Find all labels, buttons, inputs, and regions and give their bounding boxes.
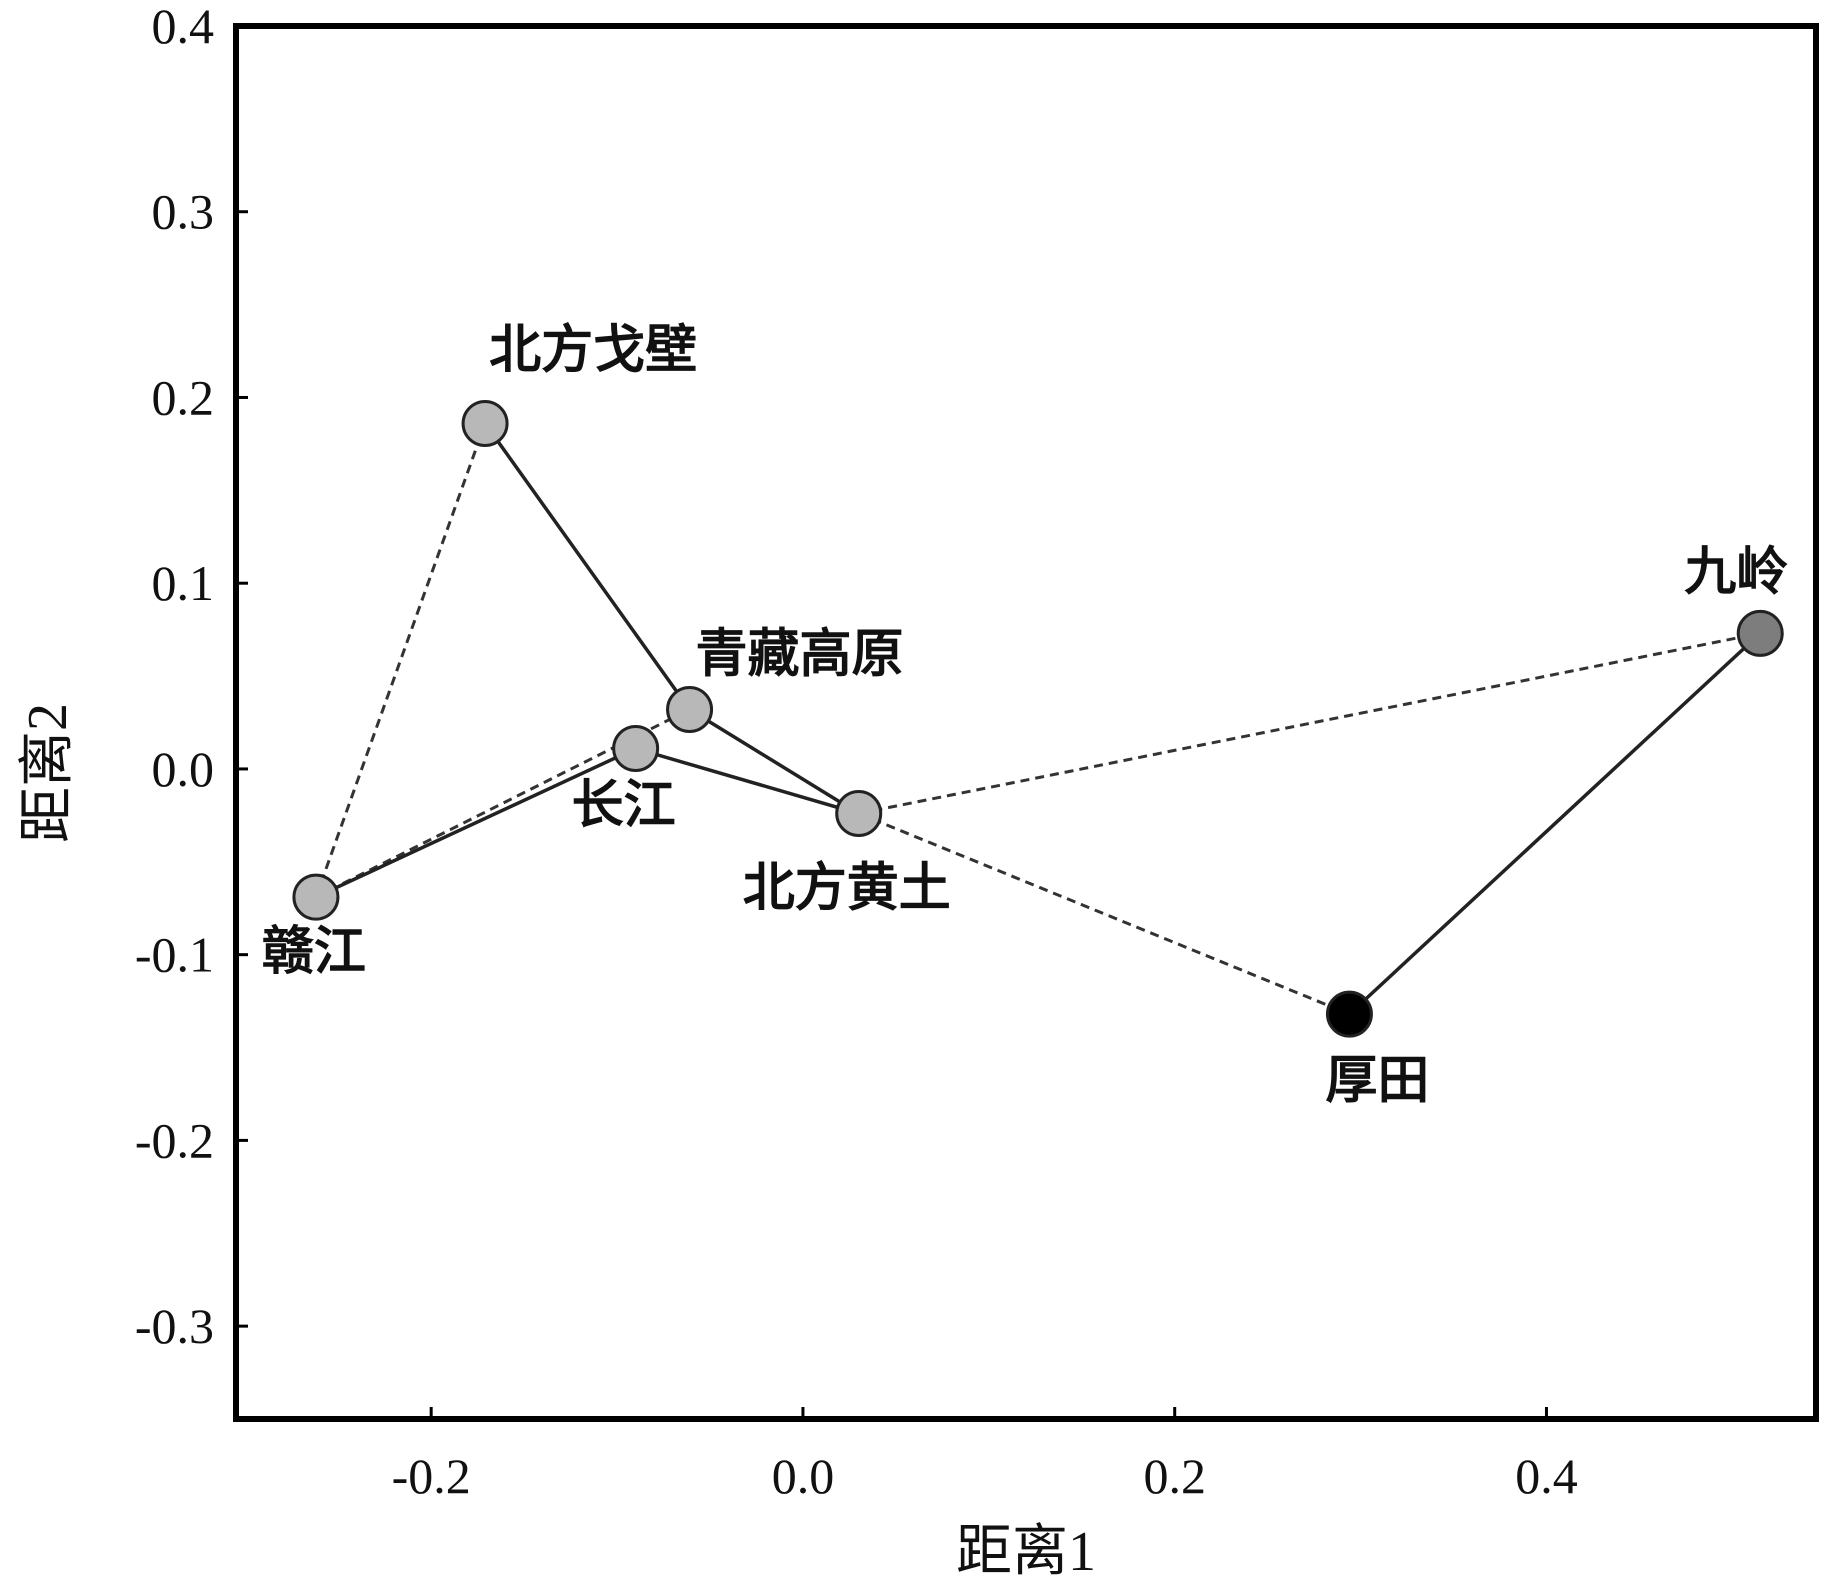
- x-tick-label-0: -0.2: [392, 1448, 471, 1504]
- data-points: [292, 399, 1784, 1038]
- solid-connection-changjiang-huangtu: [635, 746, 860, 816]
- solid-connection-ganjiang-changjiang: [315, 746, 637, 899]
- label-houtian: 厚田: [1325, 1051, 1429, 1111]
- point-houtian: [1325, 990, 1373, 1038]
- solid-connection-gobi-qingzang: [483, 422, 691, 711]
- dashed-connection-huangtu-jiuling: [858, 631, 1761, 815]
- solid-connection-houtian-jiuling: [1348, 632, 1762, 1016]
- y-tick-label-0: 0.4: [152, 0, 215, 54]
- x-tick-label-2: 0.2: [1143, 1448, 1206, 1504]
- label-huangtu: 北方黄土: [743, 859, 951, 919]
- dashed-connection-ganjiang-gobi: [314, 422, 487, 898]
- y-tick-label-5: -0.1: [135, 927, 214, 983]
- x-axis-ticks: -0.2 0.0 0.2 0.4: [392, 1407, 1578, 1504]
- label-jiuling: 九岭: [1684, 542, 1788, 602]
- y-axis-ticks: 0.4 0.3 0.2 0.1 0.0 -0.1 -0.2 -0.3: [135, 0, 248, 1354]
- label-changjiang: 长江: [572, 776, 676, 836]
- x-tick-label-3: 0.4: [1515, 1448, 1578, 1504]
- dashed-connection-huangtu-houtian: [858, 812, 1351, 1016]
- y-tick-label-2: 0.2: [152, 369, 215, 425]
- x-axis-title: 距离1: [956, 1521, 1096, 1583]
- y-tick-label-6: -0.2: [135, 1112, 214, 1168]
- y-tick-label-7: -0.3: [135, 1298, 214, 1354]
- y-tick-label-4: 0.0: [152, 741, 215, 797]
- label-gobi: 北方戈壁: [489, 320, 697, 380]
- point-changjiang: [612, 725, 660, 773]
- solid-connection-qingzang-huangtu: [688, 708, 860, 816]
- connection-lines: [314, 422, 1762, 1016]
- label-ganjiang: 赣江: [262, 922, 366, 982]
- y-tick-label-3: 0.1: [152, 555, 215, 611]
- point-qingzang: [666, 685, 714, 733]
- x-tick-label-1: 0.0: [772, 1448, 835, 1504]
- point-huangtu: [835, 790, 883, 838]
- y-tick-label-1: 0.3: [152, 184, 215, 240]
- plot-frame: [233, 23, 1819, 1422]
- y-axis-title: 距离2: [17, 703, 79, 843]
- point-jiuling: [1736, 609, 1784, 657]
- label-qingzang: 青藏高原: [696, 624, 904, 684]
- point-gobi: [461, 399, 509, 447]
- point-ganjiang: [292, 873, 340, 921]
